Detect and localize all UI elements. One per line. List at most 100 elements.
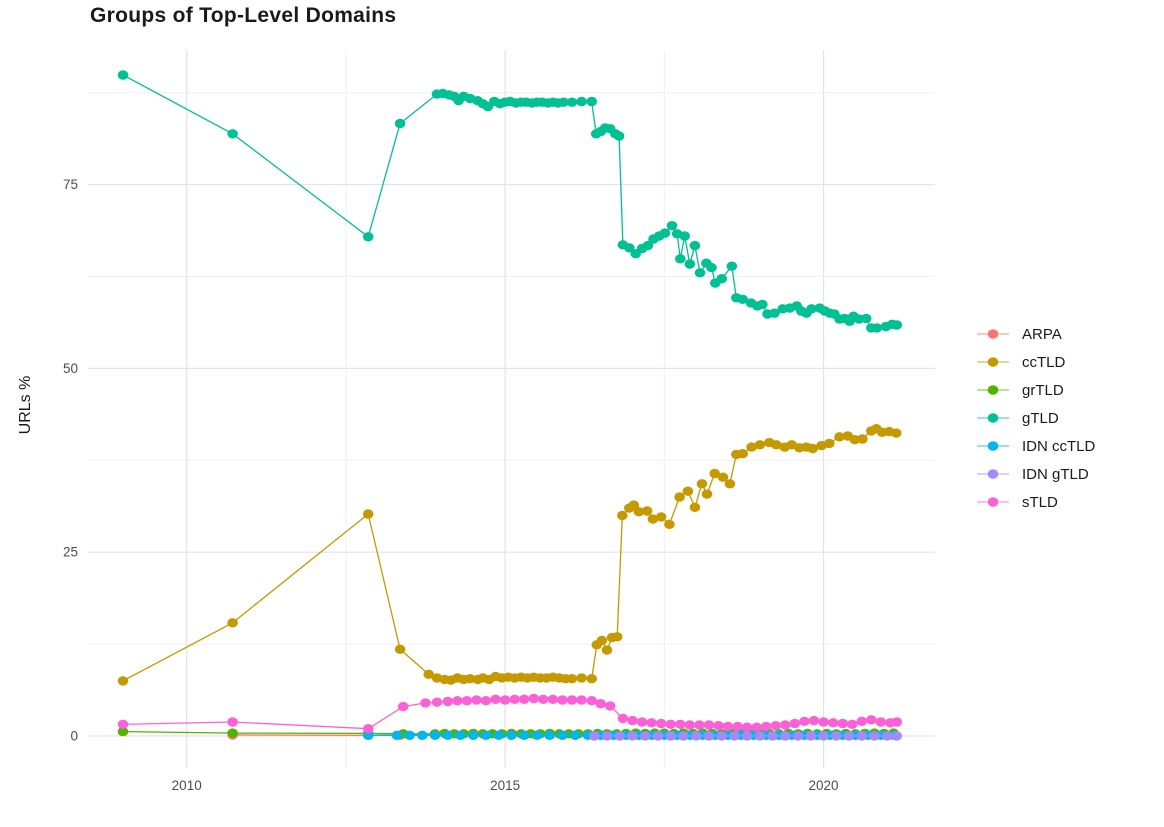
legend-item-stld: sTLD bbox=[974, 488, 1095, 516]
chart-legend: ARPA ccTLD grTLD gTLD IDN ccTLD IDN gTLD sTLD bbox=[974, 320, 1095, 516]
legend-key-idn-gtld-icon bbox=[977, 469, 1009, 479]
data-point-idn-gtld bbox=[767, 731, 778, 741]
data-point-cctld bbox=[227, 618, 238, 628]
legend-item-gtld: gTLD bbox=[974, 404, 1095, 432]
data-point-stld bbox=[471, 695, 482, 705]
data-point-cctld bbox=[394, 644, 406, 654]
data-point-idn-gtld bbox=[589, 731, 600, 741]
x-axis-tick-label: 2020 bbox=[809, 778, 839, 793]
legend-item-cctld: ccTLD bbox=[974, 348, 1095, 376]
data-point-grtld bbox=[117, 726, 129, 737]
data-point-idn-cctld bbox=[391, 730, 403, 740]
x-axis-tick-label: 2015 bbox=[490, 778, 520, 793]
data-point-cctld bbox=[754, 440, 766, 450]
data-point-stld bbox=[557, 695, 568, 705]
data-point-cctld bbox=[617, 510, 628, 521]
data-point-cctld bbox=[701, 489, 713, 499]
data-point-stld bbox=[713, 721, 724, 731]
y-axis-tick-label: 50 bbox=[63, 361, 78, 376]
data-point-stld bbox=[442, 696, 454, 707]
data-point-stld bbox=[528, 693, 540, 704]
data-point-stld bbox=[362, 724, 374, 734]
data-point-idn-gtld bbox=[729, 731, 740, 741]
data-point-idn-cctld bbox=[404, 730, 415, 740]
data-point-stld bbox=[856, 716, 868, 726]
data-point-idn-gtld bbox=[856, 731, 868, 741]
data-point-idn-gtld bbox=[792, 731, 804, 741]
data-point-idn-cctld bbox=[468, 730, 479, 740]
data-point-gtld bbox=[871, 323, 883, 333]
data-point-stld bbox=[846, 719, 858, 729]
data-point-gtld bbox=[227, 129, 238, 139]
data-point-cctld bbox=[724, 479, 736, 489]
legend-key-grtld-icon bbox=[977, 385, 1009, 395]
data-point-idn-cctld bbox=[506, 730, 517, 740]
data-point-idn-cctld bbox=[544, 730, 555, 740]
y-axis-tick-label: 25 bbox=[63, 545, 78, 560]
data-point-stld bbox=[576, 695, 587, 705]
data-point-cctld bbox=[682, 486, 694, 496]
data-point-idn-gtld bbox=[869, 731, 880, 741]
data-point-stld bbox=[675, 719, 686, 729]
data-point-stld bbox=[227, 717, 238, 727]
data-point-gtld bbox=[806, 304, 817, 314]
data-point-idn-gtld bbox=[627, 731, 638, 741]
data-point-stld bbox=[837, 718, 848, 729]
data-point-stld bbox=[694, 720, 705, 730]
legend-label: IDN gTLD bbox=[1022, 465, 1089, 483]
data-point-idn-gtld bbox=[741, 731, 753, 741]
legend-label: sTLD bbox=[1022, 493, 1058, 511]
data-point-cctld bbox=[633, 507, 645, 517]
data-point-cctld bbox=[807, 443, 818, 454]
data-point-idn-gtld bbox=[690, 731, 702, 741]
data-point-idn-gtld bbox=[665, 731, 676, 741]
data-point-gtld bbox=[362, 232, 374, 242]
legend-label: gTLD bbox=[1022, 409, 1059, 427]
legend-item-idn-gtld: IDN gTLD bbox=[974, 460, 1095, 488]
legend-label: ARPA bbox=[1022, 325, 1062, 343]
data-point-idn-gtld bbox=[716, 731, 727, 741]
data-point-cctld bbox=[641, 506, 653, 516]
data-point-gtld bbox=[675, 254, 686, 264]
x-axis-tick-label: 2010 bbox=[172, 778, 202, 793]
data-point-gtld bbox=[642, 240, 654, 251]
data-point-stld bbox=[799, 716, 810, 726]
data-point-stld bbox=[760, 721, 772, 732]
data-point-idn-cctld bbox=[531, 730, 543, 740]
data-point-gtld bbox=[558, 97, 569, 107]
data-point-cctld bbox=[601, 645, 613, 655]
data-point-stld bbox=[452, 696, 463, 706]
data-point-idn-gtld bbox=[831, 731, 842, 741]
data-point-stld bbox=[891, 717, 903, 727]
data-point-stld bbox=[732, 721, 743, 732]
data-point-stld bbox=[703, 720, 715, 730]
data-point-gtld bbox=[694, 268, 706, 278]
data-point-idn-gtld bbox=[639, 731, 651, 741]
data-point-stld bbox=[117, 719, 129, 729]
data-point-grtld bbox=[227, 728, 238, 738]
data-point-cctld bbox=[674, 492, 685, 502]
data-point-gtld bbox=[576, 96, 587, 107]
data-point-idn-gtld bbox=[614, 731, 626, 741]
data-point-idn-cctld bbox=[429, 730, 441, 740]
data-point-gtld bbox=[737, 294, 748, 304]
data-point-gtld bbox=[726, 261, 738, 271]
data-point-gtld bbox=[394, 118, 406, 129]
data-point-stld bbox=[646, 718, 657, 728]
data-point-cctld bbox=[117, 676, 129, 686]
data-point-stld bbox=[866, 715, 877, 725]
data-point-idn-cctld bbox=[493, 730, 505, 740]
data-point-gtld bbox=[716, 274, 727, 284]
data-point-idn-gtld bbox=[843, 731, 855, 741]
data-point-stld bbox=[751, 722, 762, 732]
data-point-idn-cctld bbox=[480, 730, 492, 740]
data-point-cctld bbox=[576, 673, 587, 683]
data-point-stld bbox=[547, 694, 559, 704]
data-point-stld bbox=[420, 698, 431, 708]
data-point-stld bbox=[480, 696, 492, 706]
data-point-cctld bbox=[596, 635, 608, 646]
data-point-stld bbox=[808, 715, 820, 726]
data-point-gtld bbox=[624, 243, 635, 253]
data-point-stld bbox=[566, 695, 578, 705]
legend-item-grtld: grTLD bbox=[974, 376, 1095, 404]
